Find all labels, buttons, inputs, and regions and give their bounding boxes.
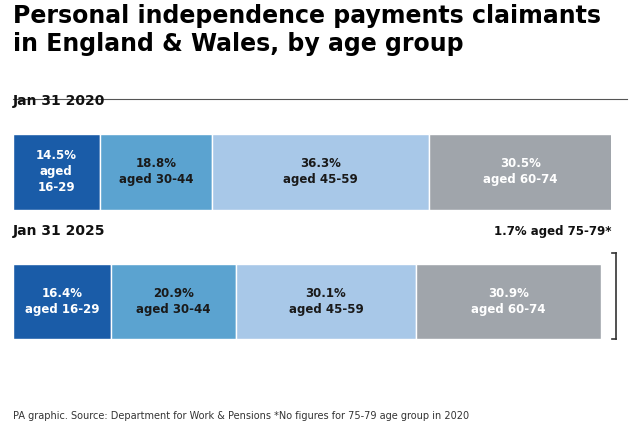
Text: Personal independence payments claimants
in England & Wales, by age group: Personal independence payments claimants… <box>13 4 601 56</box>
Bar <box>100 134 212 210</box>
Text: 30.9%
aged 60-74: 30.9% aged 60-74 <box>471 287 546 316</box>
Text: 30.5%
aged 60-74: 30.5% aged 60-74 <box>483 157 558 186</box>
Text: Jan 31 2020: Jan 31 2020 <box>13 94 105 108</box>
Text: 36.3%
aged 45-59: 36.3% aged 45-59 <box>284 157 358 186</box>
Bar <box>13 134 100 210</box>
Bar <box>429 134 612 210</box>
Text: 14.5%
aged
16-29: 14.5% aged 16-29 <box>36 149 77 194</box>
Bar <box>416 264 601 339</box>
Text: 18.8%
aged 30-44: 18.8% aged 30-44 <box>118 157 193 186</box>
Text: Jan 31 2025: Jan 31 2025 <box>13 224 106 238</box>
Bar <box>111 264 236 339</box>
Bar <box>236 264 416 339</box>
Text: 20.9%
aged 30-44: 20.9% aged 30-44 <box>136 287 211 316</box>
Text: 1.7% aged 75-79*: 1.7% aged 75-79* <box>493 225 611 238</box>
Bar <box>13 264 111 339</box>
Bar <box>212 134 429 210</box>
Text: 30.1%
aged 45-59: 30.1% aged 45-59 <box>289 287 364 316</box>
Text: PA graphic. Source: Department for Work & Pensions *No figures for 75-79 age gro: PA graphic. Source: Department for Work … <box>13 411 469 421</box>
Text: 16.4%
aged 16-29: 16.4% aged 16-29 <box>24 287 99 316</box>
